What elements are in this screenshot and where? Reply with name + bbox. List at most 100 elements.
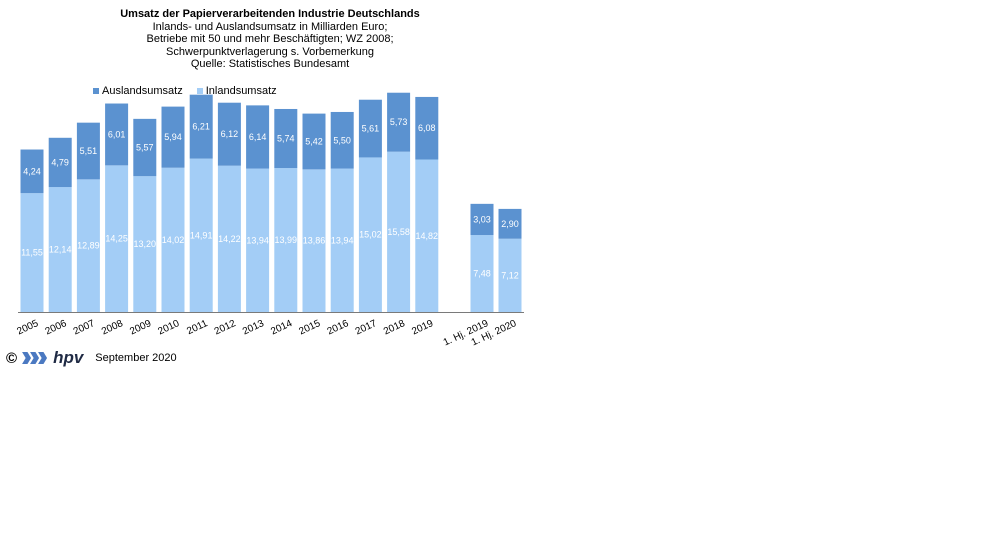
bar-auslandsumsatz xyxy=(246,105,270,169)
x-tick-label: 2016 xyxy=(326,318,351,338)
bar-auslandsumsatz xyxy=(105,103,129,166)
data-label-inlandsumsatz: 7,12 xyxy=(501,270,519,280)
bar-auslandsumsatz xyxy=(330,111,354,169)
brand-logo-text: hpv xyxy=(53,348,84,367)
data-label-inlandsumsatz: 13,94 xyxy=(331,235,354,245)
hpv-chevron-logo-icon xyxy=(22,352,48,364)
chevron-icon xyxy=(22,352,32,364)
data-label-inlandsumsatz: 14,91 xyxy=(190,230,213,240)
x-tick-label: 2015 xyxy=(297,318,322,338)
bar-inlandsumsatz xyxy=(48,187,72,312)
data-label-inlandsumsatz: 11,55 xyxy=(21,248,43,258)
data-label-auslandsumsatz: 5,50 xyxy=(333,135,351,145)
data-label-auslandsumsatz: 6,12 xyxy=(221,129,239,139)
data-label-auslandsumsatz: 6,14 xyxy=(249,132,267,142)
x-tick-label: 2012 xyxy=(213,318,238,338)
bar-auslandsumsatz xyxy=(76,122,100,180)
chevron-icon xyxy=(30,352,40,364)
x-tick-label: 2007 xyxy=(72,318,97,338)
bar-inlandsumsatz xyxy=(415,159,439,312)
x-tick-label: 2009 xyxy=(128,318,153,338)
data-label-auslandsumsatz: 5,73 xyxy=(390,117,408,127)
bar-inlandsumsatz xyxy=(358,157,382,312)
chart-source: Quelle: Statistisches Bundesamt xyxy=(190,58,350,70)
data-label-auslandsumsatz: 5,94 xyxy=(164,132,182,142)
data-label-auslandsumsatz: 3,03 xyxy=(473,214,491,224)
legend-swatch-inlandsumsatz xyxy=(196,88,203,94)
bar-auslandsumsatz xyxy=(20,149,44,194)
data-label-auslandsumsatz: 5,42 xyxy=(305,136,323,146)
bar-inlandsumsatz xyxy=(105,165,129,312)
footer: © hpv September 2020 xyxy=(6,348,177,368)
data-label-inlandsumsatz: 14,02 xyxy=(162,235,185,245)
data-label-auslandsumsatz: 4,79 xyxy=(51,157,69,167)
chevron-icon xyxy=(38,352,48,364)
data-label-inlandsumsatz: 14,82 xyxy=(416,231,439,241)
bar-inlandsumsatz xyxy=(470,235,494,312)
legend-label-inlandsumsatz: Inlandsumsatz xyxy=(205,85,277,97)
bar-auslandsumsatz xyxy=(217,102,241,166)
bar-inlandsumsatz xyxy=(161,167,185,312)
bar-auslandsumsatz xyxy=(189,94,213,159)
legend: Auslandsumsatz Inlandsumsatz xyxy=(93,85,277,97)
x-tick-label: 2006 xyxy=(44,318,69,338)
data-label-inlandsumsatz: 13,86 xyxy=(303,236,326,246)
x-tick-label: 2005 xyxy=(15,318,40,338)
data-label-inlandsumsatz: 14,22 xyxy=(218,234,241,244)
data-label-inlandsumsatz: 13,99 xyxy=(275,235,298,245)
bar-inlandsumsatz xyxy=(217,165,241,312)
bar-auslandsumsatz xyxy=(415,96,439,160)
bar-auslandsumsatz xyxy=(161,106,185,168)
chart-subtitle-line: Betriebe mit 50 und mehr Beschäftigten; … xyxy=(146,33,394,45)
bar-inlandsumsatz xyxy=(76,179,100,312)
bar-inlandsumsatz xyxy=(302,169,326,312)
x-tick-label: 2008 xyxy=(100,318,125,338)
data-label-inlandsumsatz: 12,14 xyxy=(49,245,72,255)
data-label-auslandsumsatz: 6,21 xyxy=(192,122,210,132)
chart-title-block: Umsatz der Papierverarbeitenden Industri… xyxy=(40,8,500,71)
data-label-auslandsumsatz: 2,90 xyxy=(501,219,519,229)
data-label-auslandsumsatz: 6,01 xyxy=(108,129,126,139)
x-tick-label: 2019 xyxy=(410,318,435,338)
data-label-auslandsumsatz: 5,74 xyxy=(277,134,295,144)
data-label-auslandsumsatz: 5,57 xyxy=(136,143,154,153)
data-label-auslandsumsatz: 5,61 xyxy=(362,124,380,134)
bar-auslandsumsatz xyxy=(358,99,382,158)
data-label-inlandsumsatz: 15,02 xyxy=(359,230,382,240)
data-label-auslandsumsatz: 5,51 xyxy=(80,146,98,156)
footer-date: September 2020 xyxy=(95,352,177,364)
bar-inlandsumsatz xyxy=(189,158,213,312)
legend-item-inlandsumsatz: Inlandsumsatz xyxy=(196,85,277,97)
chart-subtitle-line: Schwerpunktverlagerung s. Vorbemerkung xyxy=(166,45,374,58)
x-tick-label: 2010 xyxy=(156,318,181,338)
data-label-inlandsumsatz: 15,58 xyxy=(387,227,410,237)
x-tick-label: 2018 xyxy=(382,318,407,338)
x-tick-label: 2013 xyxy=(241,318,266,338)
x-tick-label: 2017 xyxy=(354,318,379,338)
data-label-inlandsumsatz: 14,25 xyxy=(105,234,128,244)
x-tick-label: 2014 xyxy=(269,318,294,338)
bar-auslandsumsatz xyxy=(48,137,72,188)
legend-swatch-auslandsumsatz xyxy=(93,88,99,94)
x-tick-label: 2011 xyxy=(185,318,210,337)
bar-inlandsumsatz xyxy=(387,151,411,312)
bar-inlandsumsatz xyxy=(498,238,522,312)
data-label-inlandsumsatz: 7,48 xyxy=(473,269,491,279)
legend-item-auslandsumsatz: Auslandsumsatz xyxy=(93,85,183,97)
data-label-inlandsumsatz: 13,94 xyxy=(246,235,269,245)
data-label-inlandsumsatz: 12,89 xyxy=(77,241,100,251)
bar-auslandsumsatz xyxy=(274,108,298,169)
bar-auslandsumsatz xyxy=(133,118,157,177)
data-label-auslandsumsatz: 4,24 xyxy=(23,166,41,176)
bar-auslandsumsatz xyxy=(470,203,494,236)
data-label-inlandsumsatz: 13,20 xyxy=(134,239,157,249)
copyright-symbol: © xyxy=(6,349,18,367)
bar-inlandsumsatz xyxy=(330,168,354,312)
bar-auslandsumsatz xyxy=(302,113,326,170)
legend-label-auslandsumsatz: Auslandsumsatz xyxy=(102,85,183,97)
bar-inlandsumsatz xyxy=(246,168,270,312)
bar-inlandsumsatz xyxy=(133,176,157,312)
chart-title: Umsatz der Papierverarbeitenden Industri… xyxy=(120,8,420,20)
bar-inlandsumsatz xyxy=(20,193,44,312)
